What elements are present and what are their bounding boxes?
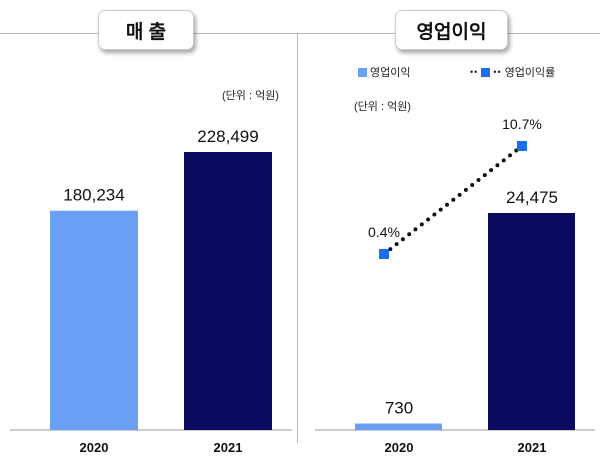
data-label: 228,499 bbox=[197, 127, 258, 146]
bar-2020 bbox=[355, 423, 442, 430]
legend-label: 영업이익률 bbox=[504, 67, 556, 79]
legend-label: 영업이익 bbox=[370, 67, 411, 79]
unit-label-profit: (단위 : 억원) bbox=[354, 101, 411, 113]
legend-marker-icon bbox=[481, 67, 491, 77]
line-series bbox=[382, 144, 524, 256]
legend-dots-icon: •• bbox=[470, 67, 479, 77]
data-label: 180,234 bbox=[63, 186, 124, 205]
bar-2021 bbox=[184, 152, 272, 430]
chart-title-operating-profit: 영업이익 bbox=[395, 10, 508, 50]
chart-title-sales: 매 출 bbox=[98, 10, 194, 50]
x-tick-label: 2021 bbox=[518, 440, 547, 455]
divider bbox=[0, 33, 98, 34]
line-data-label: 10.7% bbox=[502, 116, 542, 132]
x-tick-label: 2020 bbox=[385, 440, 414, 455]
panel-divider bbox=[297, 33, 298, 443]
bar-2020 bbox=[50, 210, 138, 430]
legend-item-bar: 영업이익 bbox=[358, 64, 410, 80]
data-label: 24,475 bbox=[506, 188, 558, 207]
unit-label-sales: (단위 : 억원) bbox=[222, 90, 279, 102]
bar-2021 bbox=[488, 213, 575, 430]
line-marker-2021 bbox=[517, 141, 527, 151]
divider bbox=[506, 33, 600, 34]
x-tick-label: 2021 bbox=[214, 440, 243, 455]
legend-dots-icon: •• bbox=[493, 67, 502, 77]
legend-swatch-icon bbox=[358, 67, 367, 77]
line-data-label: 0.4% bbox=[368, 224, 400, 240]
data-label: 730 bbox=[385, 399, 413, 418]
divider bbox=[192, 33, 395, 34]
x-tick-label: 2020 bbox=[80, 440, 109, 455]
line-marker-2020 bbox=[379, 249, 389, 259]
legend-item-line: •• •• 영업이익률 bbox=[470, 64, 555, 80]
